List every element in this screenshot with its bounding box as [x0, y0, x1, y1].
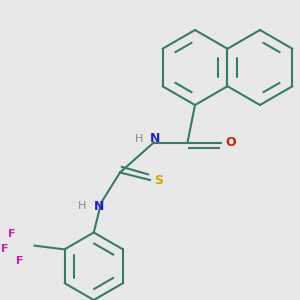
Text: S: S [154, 173, 163, 187]
Text: F: F [1, 244, 8, 254]
Text: O: O [225, 136, 236, 149]
Text: H: H [78, 201, 87, 211]
Text: N: N [94, 200, 104, 213]
Text: F: F [8, 230, 16, 239]
Text: H: H [135, 134, 143, 144]
Text: F: F [16, 256, 23, 266]
Text: N: N [150, 132, 160, 145]
